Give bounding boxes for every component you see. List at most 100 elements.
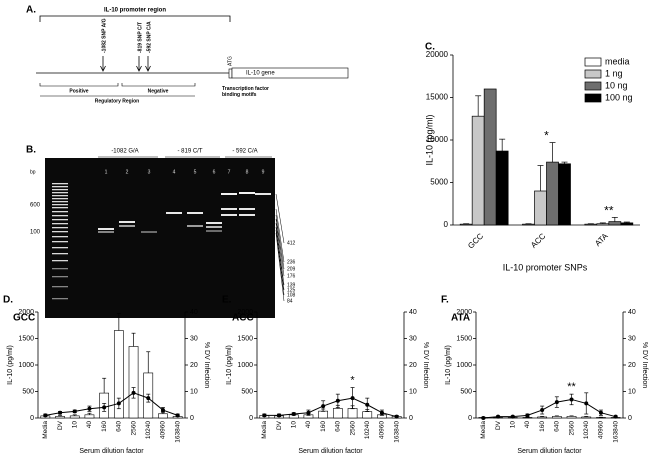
legend-swatch [584, 57, 602, 67]
bar [318, 410, 329, 419]
bar [55, 416, 65, 419]
x-tick-label: 2560 [130, 421, 137, 436]
bar [69, 415, 80, 419]
ladder-band [52, 276, 68, 278]
legend-swatch [584, 93, 602, 103]
ladder-band [52, 207, 68, 209]
x-tick-label: Media [480, 421, 487, 439]
legend-swatch [584, 69, 602, 79]
x-tick-label: 10 [290, 421, 297, 429]
ladder-band [52, 223, 68, 225]
annotation: * [350, 374, 355, 386]
y-tick-label: 500 [241, 388, 253, 395]
y2-axis-label: % DV Infection [203, 342, 210, 388]
bar [495, 150, 509, 226]
size-pointer [275, 208, 285, 263]
motif-label: Transcription factor binding motifs [222, 86, 269, 98]
line-marker [598, 410, 603, 415]
size-pointer [275, 226, 285, 291]
chart-title: ATA [451, 313, 470, 324]
y-axis-label: IL-10 (pg/ml) [424, 114, 434, 165]
y-tick-label: 1000 [237, 362, 253, 369]
bar [459, 223, 473, 226]
bp-label: bp [30, 169, 36, 175]
y2-tick-label: 20 [409, 362, 417, 369]
x-tick-label: 163840 [174, 421, 181, 443]
size-label: 209 [287, 266, 296, 272]
x-tick-label: Media [261, 421, 268, 439]
ladder-band [52, 201, 68, 203]
line-marker [481, 416, 486, 420]
size-label: 412 [287, 240, 296, 246]
legend-label: 100 ng [605, 92, 633, 102]
bar [584, 223, 598, 226]
ladder-band [52, 195, 68, 197]
x-tick-label: 163840 [393, 421, 400, 443]
y-tick-label: 2000 [237, 309, 253, 316]
ladder-band [52, 268, 68, 270]
size-pointer [275, 232, 285, 302]
line-marker [554, 400, 559, 405]
x-axis-label: IL-10 promoter SNPs [503, 262, 588, 272]
ladder-label: 100 [30, 230, 41, 236]
ladder-band [52, 186, 68, 188]
gel-band [239, 214, 255, 216]
line-marker [321, 404, 326, 409]
negative-bracket [121, 83, 196, 87]
line [483, 398, 616, 419]
y2-tick-label: 30 [628, 335, 636, 342]
gene-label: IL-10 gene [246, 71, 275, 77]
line-marker [131, 390, 136, 395]
x-tick-label: DV [57, 420, 64, 430]
x-tick-label: 40 [524, 421, 531, 429]
ladder-band [52, 236, 68, 238]
atg-label: ATG [227, 56, 233, 66]
lane-number: 4 [173, 169, 176, 175]
gel-band [119, 221, 135, 223]
bar [537, 416, 548, 419]
ladder-band [52, 211, 68, 213]
line-marker [146, 396, 151, 401]
y-tick-label: 2000 [18, 309, 34, 316]
x-tick-label: Media [42, 421, 49, 439]
size-label: 176 [287, 273, 296, 279]
line-marker [160, 408, 165, 413]
group-label: - 592 C/A [232, 149, 257, 155]
gel-band [239, 192, 255, 194]
gel-band [187, 212, 203, 214]
line-marker [394, 414, 399, 419]
x-tick-label: 40 [86, 421, 93, 429]
size-label: 139 [287, 282, 296, 288]
size-label: 125 [287, 287, 296, 293]
bar [84, 414, 95, 419]
y-tick-label: 2000 [456, 309, 472, 316]
gel-band [221, 208, 237, 210]
ladder-band [52, 231, 68, 233]
group-label: - 819 C/T [177, 149, 202, 155]
ladder-band [52, 219, 68, 221]
x-axis-label: Serum dilution factor [298, 448, 363, 455]
y-axis-label: IL-10 (pg/ml) [7, 345, 14, 385]
y-tick-label: 0 [468, 415, 472, 422]
line [45, 392, 178, 416]
x-tick-label: 640 [116, 421, 123, 432]
line-marker [584, 401, 589, 406]
line-marker [43, 413, 48, 418]
gel-band [206, 230, 222, 232]
y2-tick-label: 10 [190, 388, 198, 395]
legend-label: 10 ng [605, 80, 628, 90]
bar [608, 221, 622, 226]
panel-label: D. [3, 295, 13, 306]
line-marker [496, 414, 501, 419]
panel-label: A. [26, 5, 36, 16]
bar [551, 416, 562, 419]
bar [522, 223, 535, 226]
y-tick-label: 1000 [456, 362, 472, 369]
y-tick-label: 20000 [426, 50, 449, 59]
bar [581, 416, 592, 419]
bar [332, 408, 343, 419]
lane-number: 1 [105, 169, 108, 175]
bar [347, 408, 358, 419]
gel-band [98, 228, 114, 230]
y2-tick-label: 0 [409, 415, 413, 422]
